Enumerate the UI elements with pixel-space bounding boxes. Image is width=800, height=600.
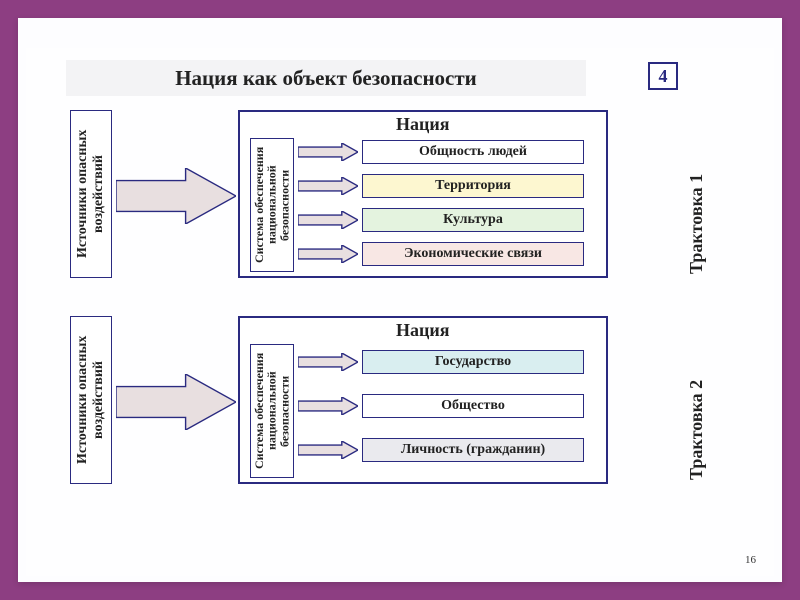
item-box: Территория [362, 174, 584, 198]
item-box: Личность (гражданин) [362, 438, 584, 462]
item-box: Государство [362, 350, 584, 374]
nation-title: Нация [396, 114, 449, 135]
footer-page-number: 16 [745, 554, 756, 566]
item-box: Культура [362, 208, 584, 232]
nation-title: Нация [396, 320, 449, 341]
sources-box: Источники опасных воздействий [70, 110, 112, 278]
item-arrow [298, 245, 358, 263]
item-arrow [298, 397, 358, 415]
item-box: Общество [362, 394, 584, 418]
system-box: Система обеспечения национальной безопас… [250, 138, 294, 272]
paper-background: Нация как объект безопасности 4 16 Источ… [18, 18, 782, 582]
slide-number-box: 4 [648, 62, 678, 90]
sheet: Нация как объект безопасности 4 16 Источ… [26, 48, 774, 576]
system-box: Система обеспечения национальной безопас… [250, 344, 294, 478]
impacts-arrow [116, 374, 236, 430]
sources-box: Источники опасных воздействий [70, 316, 112, 484]
track-label: Трактовка 2 [686, 340, 707, 480]
item-arrow [298, 211, 358, 229]
item-arrow [298, 143, 358, 161]
track-label: Трактовка 1 [686, 134, 707, 274]
item-arrow [298, 441, 358, 459]
page-title: Нация как объект безопасности [66, 60, 586, 96]
item-arrow [298, 353, 358, 371]
item-box: Экономические связи [362, 242, 584, 266]
item-arrow [298, 177, 358, 195]
impacts-arrow [116, 168, 236, 224]
item-box: Общность людей [362, 140, 584, 164]
